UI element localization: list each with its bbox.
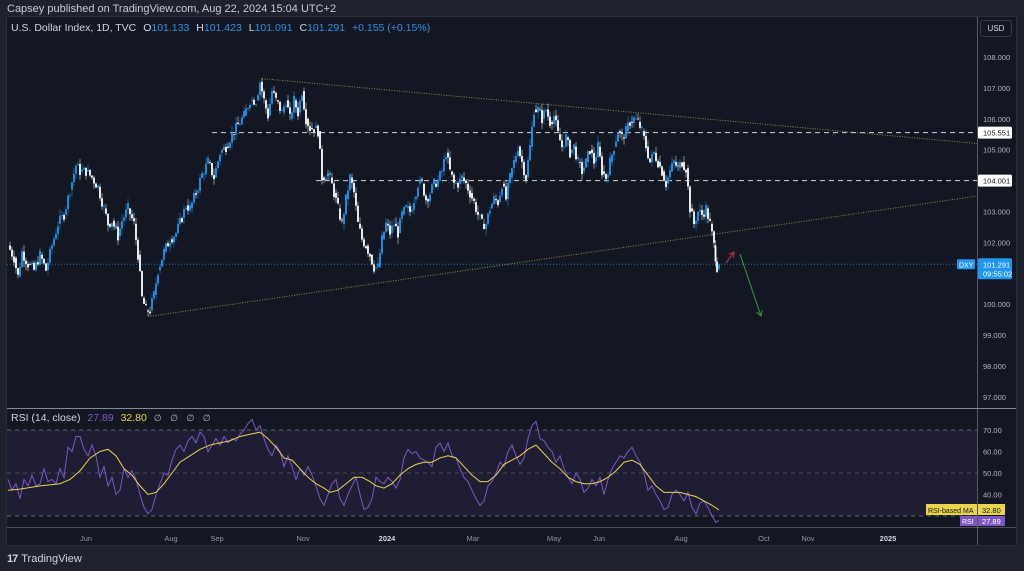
level-price-label: 105.551 [983,129,1010,138]
rsi-line [7,418,720,524]
arrow-down-icon[interactable] [739,253,762,317]
rsi-value: 27.89 [87,412,114,424]
price-tick: 98.000 [983,362,1006,371]
close-label: C [299,22,308,34]
high-label: H [196,22,204,34]
rsi-tag: RSI [962,519,974,526]
currency-button[interactable]: USD [980,20,1012,37]
symbol-tag: DXY [959,262,974,269]
time-tick: Aug [164,534,177,543]
time-tick: 2025 [880,534,897,543]
time-tick: Sep [210,534,223,543]
candlestick-series [9,78,720,317]
horizontal-levels[interactable] [212,132,977,182]
time-tick: Oct [758,534,771,543]
price-tick: 108.000 [983,53,1010,62]
low-label: L [248,22,255,34]
tradingview-logo-icon: 17 [7,553,18,565]
time-tick: Mar [467,534,480,543]
rsi-axis[interactable]: 70.00 60.00 50.00 40.00 RSI-based MA 32.80 RSI… [926,426,1005,526]
publisher-line: Capsey published on TradingView.com, Aug… [7,3,337,15]
time-tick: Aug [674,534,687,543]
time-tick: 2024 [379,534,397,543]
time-tick: Nov [296,534,310,543]
price-tick: 102.000 [983,238,1010,247]
rsi-axis-value: 27.89 [982,517,1001,526]
rsi-ma-line [7,431,720,511]
brand-name: TradingView [21,553,82,565]
level-price-label: 104.001 [983,177,1010,186]
open-value: 101.133 [151,22,190,34]
rsi-ma-value: 32.80 [120,412,147,424]
rsi-tick: 40.00 [983,491,1002,500]
rsi-ma-tag: RSI-based MA [928,508,974,515]
change-value: +0.155 (+0.15%) [351,22,431,34]
rsi-tick: 60.00 [983,448,1002,457]
tradingview-branding[interactable]: 17 TradingView [7,553,82,565]
rsi-tick: 70.00 [983,426,1002,435]
high-value: 101.423 [203,22,242,34]
trendlines[interactable] [147,78,978,318]
price-tick: 97.000 [983,393,1006,402]
price-tick: 105.000 [983,146,1010,155]
arrow-up-icon[interactable] [725,251,735,264]
price-axis[interactable]: 108.000 107.000 106.000 105.000 103.000 102.0… [957,53,1012,402]
time-axis[interactable]: Jun Aug Sep Nov 2024 Mar May Jun Aug Oct Nov 2025 [80,534,896,543]
rsi-tick: 50.00 [983,469,1002,478]
price-tick: 103.000 [983,208,1010,217]
open-label: O [143,22,152,34]
rsi-ma-axis-value: 32.80 [982,506,1001,515]
price-tick: 99.000 [983,331,1006,340]
rsi-legend: RSI (14, close) 27.89 32.80 ∅ ∅ ∅ ∅ [11,412,214,424]
price-tick: 107.000 [983,84,1010,93]
time-tick: May [547,534,561,543]
trendline-upper-descending[interactable] [261,78,978,145]
price-tick: 106.000 [983,115,1010,124]
trendline-lower-ascending[interactable] [147,195,978,318]
last-price-label: 101.291 [983,260,1010,269]
rsi-null-values: ∅ ∅ ∅ ∅ [153,413,214,423]
bar-countdown: 09:55:02 [983,269,1012,278]
symbol-title: U.S. Dollar Index, 1D, TVC [11,22,137,34]
time-tick: Jun [593,534,605,543]
low-value: 101.091 [254,22,293,34]
close-value: 101.291 [307,22,346,34]
arrow-annotations[interactable] [725,251,763,317]
symbol-legend: U.S. Dollar Index, 1D, TVC O101.133 H101… [11,22,430,34]
time-tick: Nov [801,534,815,543]
rsi-title: RSI (14, close) [11,412,81,424]
price-tick: 100.000 [983,300,1010,309]
rsi-series [7,418,720,524]
time-tick: Jun [80,534,92,543]
